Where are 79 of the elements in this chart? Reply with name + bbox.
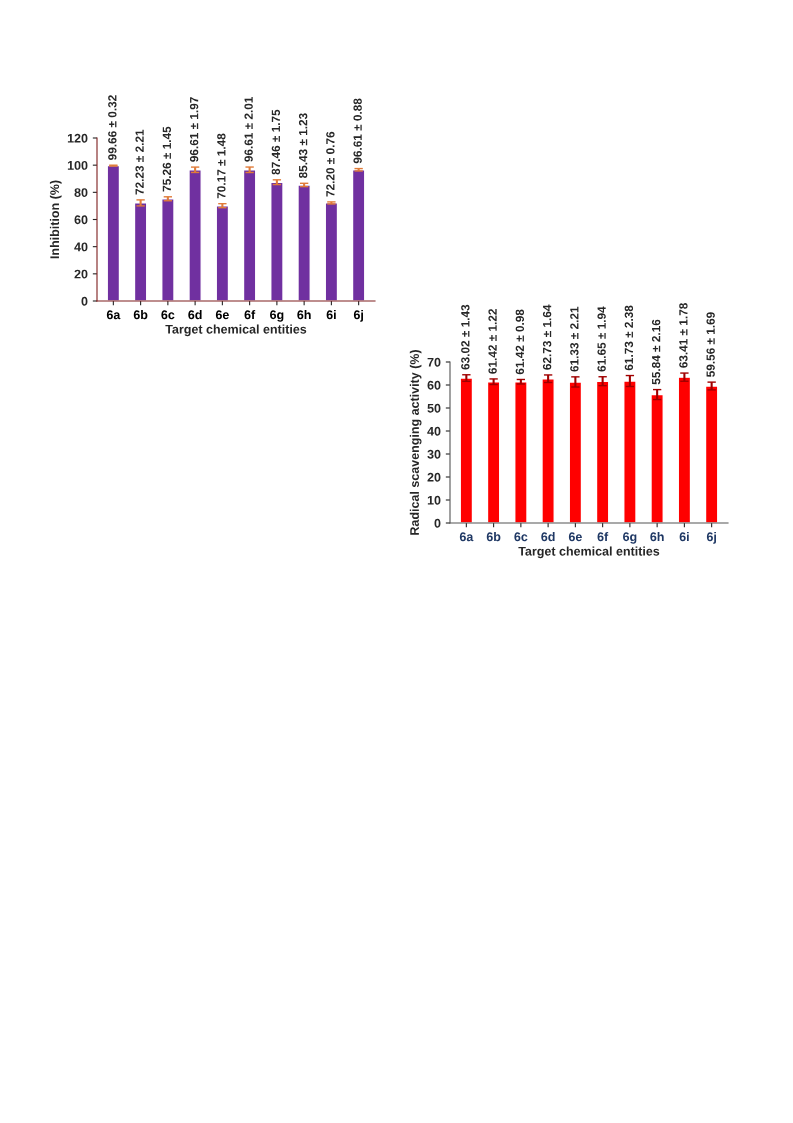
- bar: [133, 202, 148, 301]
- y-tick-label: 70: [427, 357, 441, 367]
- data-label: 61.73 ± 2.38: [624, 305, 634, 371]
- bar: [242, 169, 257, 301]
- data-label: 96.61 ± 2.01: [244, 96, 253, 162]
- bar: [297, 184, 311, 301]
- data-label: 61.65 ± 1.94: [597, 306, 606, 372]
- x-axis-title: Target chemical entities: [165, 324, 307, 337]
- bar: [215, 204, 230, 301]
- y-tick-label: 60: [427, 380, 441, 390]
- x-tick-label: 6g: [270, 310, 284, 322]
- y-tick-label: 40: [427, 426, 441, 436]
- data-label: 96.61 ± 1.97: [189, 97, 199, 162]
- bar: [595, 380, 610, 523]
- y-tick-label: 60: [74, 215, 88, 225]
- bar: [459, 377, 474, 523]
- bar: [623, 380, 637, 523]
- x-tick-label: 6b: [486, 532, 501, 542]
- x-tick-label: 6d: [541, 532, 555, 542]
- x-tick-label: 6f: [244, 310, 256, 320]
- bar: [677, 376, 692, 523]
- y-tick-label: 30: [427, 449, 441, 459]
- data-label: 85.43 ± 1.23: [298, 113, 308, 179]
- data-label: 99.66 ± 0.32: [108, 95, 117, 160]
- bar: [270, 181, 284, 301]
- y-tick-label: 10: [427, 495, 441, 505]
- x-tick-label: 6a: [459, 532, 474, 542]
- bar: [704, 385, 719, 523]
- x-tick-label: 6a: [106, 310, 121, 320]
- bar: [568, 381, 583, 523]
- data-label: 87.46 ± 1.75: [271, 109, 281, 175]
- x-tick-label: 6c: [161, 310, 175, 320]
- x-tick-label: 6j: [353, 310, 363, 322]
- bar: [324, 202, 339, 301]
- x-tick-label: 6f: [597, 532, 609, 542]
- x-tick-label: 6e: [568, 532, 582, 542]
- data-label: 61.42 ± 0.98: [515, 309, 525, 375]
- data-label: 63.41 ± 1.78: [679, 303, 688, 368]
- y-tick-label: 80: [74, 188, 88, 197]
- x-axis-title: Target chemical entities: [518, 546, 660, 559]
- x-tick-label: 6i: [679, 532, 689, 542]
- data-label: 75.26 ± 1.45: [162, 126, 172, 192]
- data-label: 96.61 ± 0.88: [353, 98, 362, 164]
- y-tick-label: 50: [427, 403, 441, 413]
- y-tick-label: 20: [74, 269, 88, 279]
- y-tick-label: 0: [81, 296, 88, 306]
- bar: [650, 393, 664, 523]
- x-tick-label: 6g: [623, 532, 637, 544]
- y-tick-label: 0: [434, 518, 441, 528]
- bar: [106, 164, 121, 301]
- x-tick-label: 6e: [215, 310, 229, 320]
- data-label: 72.20 ± 0.76: [326, 131, 335, 197]
- bar: [351, 169, 366, 301]
- x-tick-label: 6i: [326, 310, 336, 320]
- bar: [188, 169, 202, 301]
- x-tick-label: 6j: [706, 532, 716, 544]
- data-label: 55.84 ± 2.16: [651, 319, 661, 385]
- x-tick-label: 6c: [514, 532, 528, 542]
- x-tick-label: 6b: [133, 310, 148, 320]
- data-label: 61.33 ± 2.21: [570, 306, 579, 372]
- x-tick-label: 6d: [188, 310, 202, 320]
- bar: [514, 381, 528, 523]
- bar: [541, 378, 555, 523]
- bar: [486, 381, 501, 523]
- x-tick-label: 6h: [297, 310, 311, 320]
- y-tick-label: 100: [67, 160, 88, 170]
- data-label: 62.73 ± 1.64: [542, 304, 552, 370]
- data-label: 72.23 ± 2.21: [135, 129, 144, 195]
- y-tick-label: 120: [67, 133, 88, 143]
- bar: [161, 198, 175, 301]
- x-tick-label: 6h: [650, 532, 664, 542]
- data-label: 59.56 ± 1.69: [706, 312, 715, 377]
- data-label: 61.42 ± 1.22: [488, 309, 497, 374]
- y-axis-title: Radical scavenging activity (%): [409, 350, 422, 535]
- y-tick-label: 40: [74, 242, 88, 252]
- y-axis-title: Inhibition (%): [49, 180, 62, 259]
- data-label: 70.17 ± 1.48: [217, 133, 226, 199]
- y-tick-label: 20: [427, 472, 441, 482]
- data-label: 63.02 ± 1.43: [461, 304, 470, 370]
